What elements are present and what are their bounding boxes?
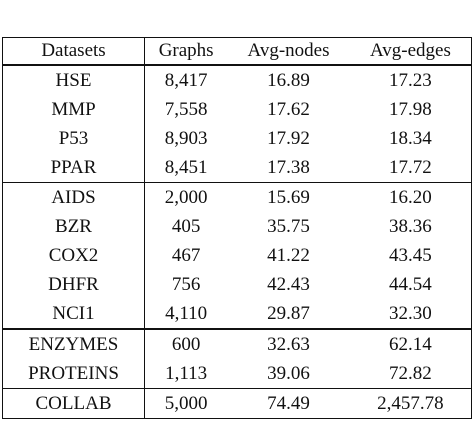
- cell-value: 17.98: [389, 99, 432, 120]
- dataset-name: ENZYMES: [2, 329, 145, 359]
- cell-value: 600: [171, 334, 201, 355]
- header-cell: Graphs: [158, 40, 214, 61]
- dataset-name: PPAR: [2, 153, 145, 183]
- dataset-table: Datasets Graphs Avg-nodes Avg-edges HSE 8,41…: [2, 37, 472, 419]
- table-row: COLLAB 5,000 74.49 2,457.78: [2, 388, 472, 419]
- table-row: PPAR 8,451 17.38 17.72: [2, 153, 472, 183]
- cell-value: 42.43: [267, 274, 310, 295]
- cell-value: 2,457.78: [377, 393, 444, 414]
- table-body: HSE 8,417 16.89 17.23 MMP 7,558 17.62 17.98 P53 8…: [2, 65, 472, 419]
- cell-value: 7,558: [164, 99, 208, 120]
- table-row: BZR 405 35.75 38.36: [2, 212, 472, 241]
- table-row: NCI1 4,110 29.87 32.30: [2, 299, 472, 329]
- dataset-name: P53: [2, 124, 145, 153]
- table-row: MMP 7,558 17.62 17.98: [2, 95, 472, 124]
- table-container: Datasets Graphs Avg-nodes Avg-edges HSE 8,41…: [2, 37, 472, 419]
- cell-value: 16.89: [267, 70, 310, 91]
- table-head: Datasets Graphs Avg-nodes Avg-edges: [2, 37, 472, 65]
- cell-value: 4,110: [165, 303, 208, 324]
- cell-value: 16.20: [389, 187, 432, 208]
- cell-value: 18.34: [389, 128, 432, 149]
- cell-value: 5,000: [164, 393, 208, 414]
- dataset-name: BZR: [2, 212, 145, 241]
- header-cell: Avg-edges: [369, 40, 451, 61]
- cell-value: 17.92: [267, 128, 310, 149]
- cell-value: 39.06: [267, 363, 310, 384]
- cell-value: 8,417: [164, 70, 208, 91]
- cell-value: 43.45: [389, 245, 432, 266]
- cell-value: 62.14: [389, 334, 432, 355]
- header-cell: Datasets: [2, 37, 145, 65]
- dataset-name: HSE: [2, 65, 145, 95]
- cell-value: 8,903: [164, 128, 208, 149]
- cell-value: 8,451: [164, 157, 208, 178]
- dataset-name: DHFR: [2, 270, 145, 299]
- dataset-name: MMP: [2, 95, 145, 124]
- cell-value: 756: [171, 274, 201, 295]
- cell-value: 17.38: [267, 157, 310, 178]
- dataset-name: NCI1: [2, 299, 145, 329]
- table-row: DHFR 756 42.43 44.54: [2, 270, 472, 299]
- header-cell: Avg-nodes: [247, 40, 330, 61]
- table-row: COX2 467 41.22 43.45: [2, 241, 472, 270]
- table-row: P53 8,903 17.92 18.34: [2, 124, 472, 153]
- dataset-name: COLLAB: [2, 388, 145, 419]
- table-row: PROTEINS 1,113 39.06 72.82: [2, 359, 472, 389]
- table-row: AIDS 2,000 15.69 16.20: [2, 182, 472, 212]
- cell-value: 41.22: [267, 245, 310, 266]
- cell-value: 29.87: [267, 303, 310, 324]
- cell-value: 405: [171, 216, 201, 237]
- cell-value: 74.49: [267, 393, 310, 414]
- cell-value: 17.72: [389, 157, 432, 178]
- cell-value: 32.30: [389, 303, 432, 324]
- dataset-name: COX2: [2, 241, 145, 270]
- cell-value: 1,113: [165, 363, 208, 384]
- cell-value: 2,000: [164, 187, 208, 208]
- table-row: ENZYMES 600 32.63 62.14: [2, 329, 472, 359]
- cell-value: 17.23: [389, 70, 432, 91]
- cell-value: 467: [171, 245, 201, 266]
- cell-value: 44.54: [389, 274, 432, 295]
- cell-value: 15.69: [267, 187, 310, 208]
- header-row: Datasets Graphs Avg-nodes Avg-edges: [2, 37, 472, 65]
- dataset-name: AIDS: [2, 182, 145, 212]
- dataset-name: PROTEINS: [2, 359, 145, 389]
- cell-value: 17.62: [267, 99, 310, 120]
- cell-value: 35.75: [267, 216, 310, 237]
- table-row: HSE 8,417 16.89 17.23: [2, 65, 472, 95]
- cell-value: 32.63: [267, 334, 310, 355]
- cell-value: 38.36: [389, 216, 432, 237]
- cell-value: 72.82: [389, 363, 432, 384]
